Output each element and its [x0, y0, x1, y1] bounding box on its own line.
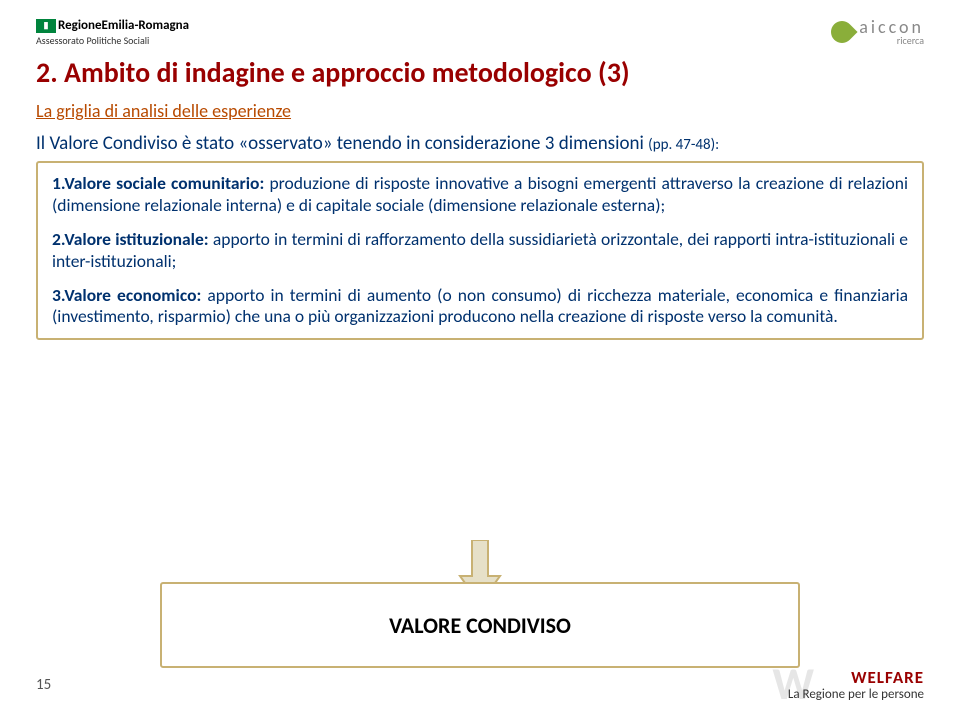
intro-pp: (pp. 47-48): [648, 136, 719, 154]
item-3-lead: 3.Valore economico: [52, 284, 201, 306]
region-logo-text: RegioneEmilia-Romagna [58, 18, 189, 33]
aiccon-sub: ricerca [859, 36, 924, 46]
item-2: 2.Valore istituzionale: apporto in termi… [52, 229, 908, 273]
footer-welfare: WELFARE [851, 669, 924, 688]
region-logo-sub: Assessorato Politiche Sociali [36, 34, 189, 47]
leaf-icon [827, 16, 858, 47]
footer-logo: WELFARE La Regione per le persone [788, 669, 924, 702]
item-3: 3.Valore economico: apporto in termini d… [52, 285, 908, 329]
item-2-lead: 2.Valore istituzionale: [52, 228, 209, 250]
slide-header: ▮ RegioneEmilia-Romagna Assessorato Poli… [36, 18, 924, 47]
page-number: 15 [36, 676, 51, 694]
region-logo: ▮ RegioneEmilia-Romagna Assessorato Poli… [36, 18, 189, 47]
footer-texts: WELFARE La Regione per le persone [788, 669, 924, 702]
valore-condiviso-box: VALORE CONDIVISO [160, 582, 800, 668]
footer-region: La Regione per le persone [788, 688, 924, 702]
aiccon-text-block: aiccon ricerca [859, 18, 924, 46]
region-mark-icon: ▮ [36, 19, 56, 33]
aiccon-logo: aiccon ricerca [831, 18, 924, 46]
item-1: 1.Valore sociale comunitario: produzione… [52, 173, 908, 217]
intro-pre: Il Valore Condiviso è stato «osservato» … [36, 132, 648, 155]
region-logo-top: ▮ RegioneEmilia-Romagna [36, 18, 189, 33]
slide: ▮ RegioneEmilia-Romagna Assessorato Poli… [0, 0, 960, 720]
slide-subtitle: La griglia di analisi delle esperienze [36, 100, 924, 122]
dimensions-box: 1.Valore sociale comunitario: produzione… [36, 161, 924, 340]
item-1-lead: 1.Valore sociale comunitario: [52, 172, 264, 194]
intro-text: Il Valore Condiviso è stato «osservato» … [36, 132, 924, 155]
slide-title: 2. Ambito di indagine e approccio metodo… [36, 55, 924, 90]
valore-condiviso-label: VALORE CONDIVISO [389, 612, 571, 639]
